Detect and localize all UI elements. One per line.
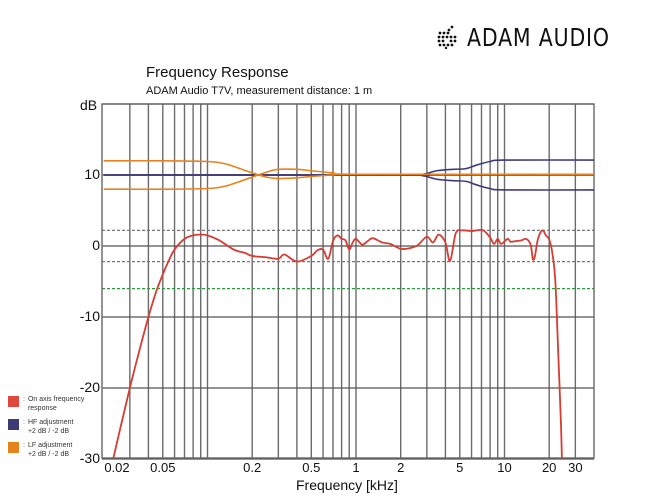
x-tick-label: 1 [352,460,360,475]
legend-item-on-axis: : On axis frequency response [8,395,84,413]
y-tick-label: 0 [92,237,100,253]
x-tick-label: 0.02 [104,460,130,475]
legend-label: response [27,405,57,412]
x-tick-label: 0.05 [150,460,176,475]
on-axis-response-curve [112,228,563,458]
legend-item-lf-adjustment: : LF adjustment +2 dB / -2 dB [8,441,72,459]
x-tick-label: 30 [568,460,583,475]
chart-title: Frequency Response [146,64,289,81]
x-tick-label: 2 [397,460,405,475]
legend-label: On axis frequency [27,396,85,403]
y-tick-label: -10 [79,308,100,324]
x-axis-label: Frequency [kHz] [296,477,398,493]
y-axis-label: dB [80,97,98,113]
y-tick-label: -20 [79,379,100,395]
legend-label: LF adjustment [27,442,73,449]
chart-subtitle: ADAM Audio T7V, measurement distance: 1 … [146,85,373,97]
y-tick-label: -30 [79,450,100,466]
legend-swatch-blue [8,419,19,430]
x-tick-label: 10 [497,460,512,475]
plot-frame [101,103,595,459]
brand-name: ADAM AUDIO [467,22,610,52]
brand: ADAM AUDIO [437,22,641,52]
dotted-audio-logo-icon [437,25,457,49]
x-tick-label: 0.2 [243,460,262,475]
legend-label: +2 dB / -2 dB [27,428,70,435]
x-tick-label: 5 [456,460,464,475]
legend-swatch-orange [8,442,19,453]
legend-item-hf-adjustment: : HF adjustment +2 dB / -2 dB [8,418,73,436]
y-tick-label: 10 [84,166,100,182]
legend-label: +2 dB / -2 dB [27,451,70,458]
x-tick-label: 20 [541,460,557,475]
adjustment-curve [103,168,594,191]
x-tick-label: 0.5 [302,460,321,475]
legend-swatch-red [8,396,19,407]
legend-label: HF adjustment [27,419,74,426]
